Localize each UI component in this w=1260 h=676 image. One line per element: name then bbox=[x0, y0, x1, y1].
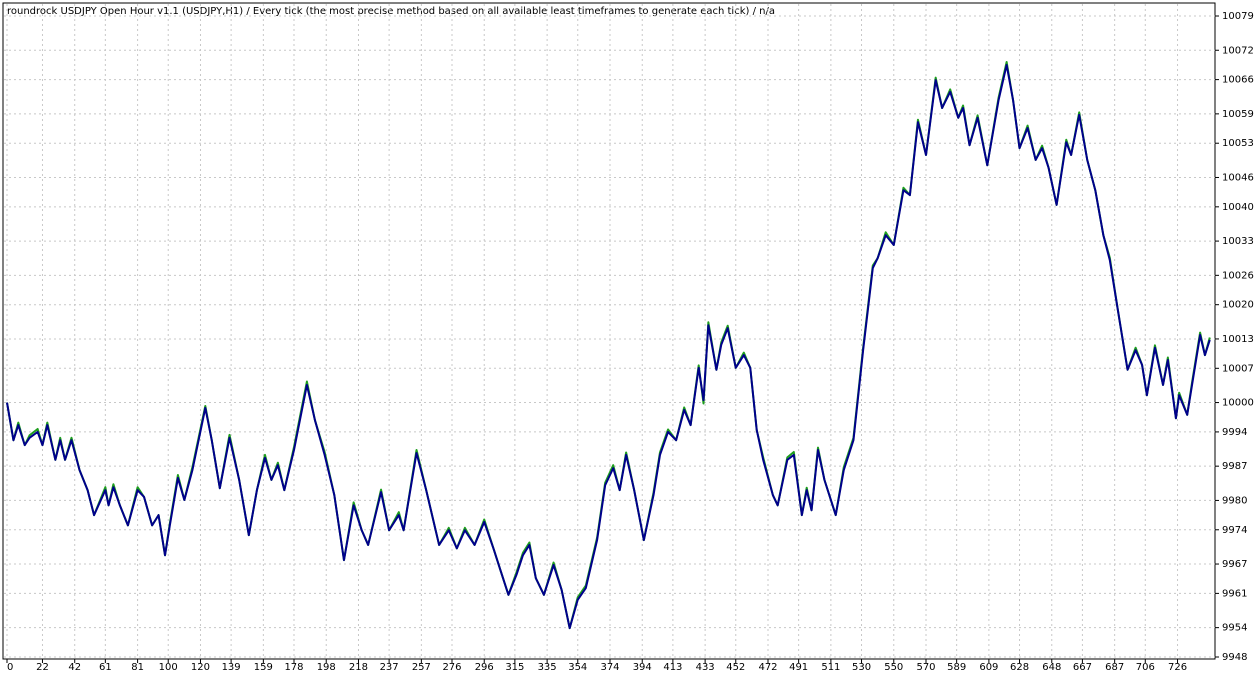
x-tick-label: 491 bbox=[789, 662, 808, 673]
x-tick-label: 315 bbox=[505, 662, 524, 673]
x-tick-label: 257 bbox=[412, 662, 431, 673]
x-tick-label: 159 bbox=[254, 662, 273, 673]
x-tick-label: 452 bbox=[726, 662, 745, 673]
y-tick-label: 10059 bbox=[1222, 109, 1254, 120]
x-tick-label: 726 bbox=[1168, 662, 1187, 673]
y-tick-label: 9994 bbox=[1222, 427, 1247, 438]
y-tick-label: 10040 bbox=[1222, 202, 1254, 213]
y-tick-label: 9954 bbox=[1222, 623, 1247, 634]
x-tick-label: 22 bbox=[36, 662, 49, 673]
y-tick-label: 10007 bbox=[1222, 363, 1254, 374]
y-tick-label: 9948 bbox=[1222, 652, 1247, 663]
y-tick-label: 10000 bbox=[1222, 398, 1254, 409]
x-tick-label: 42 bbox=[68, 662, 81, 673]
y-tick-label: 9967 bbox=[1222, 559, 1247, 570]
x-tick-label: 120 bbox=[191, 662, 210, 673]
x-tick-label: 530 bbox=[852, 662, 871, 673]
x-tick-label: 472 bbox=[758, 662, 777, 673]
x-tick-label: 511 bbox=[821, 662, 840, 673]
y-tick-label: 10046 bbox=[1222, 172, 1254, 183]
y-tick-label: 10072 bbox=[1222, 45, 1254, 56]
chart-title: roundrock USDJPY Open Hour v1.1 (USDJPY,… bbox=[7, 6, 775, 17]
x-tick-label: 0 bbox=[7, 662, 13, 673]
x-tick-label: 589 bbox=[947, 662, 966, 673]
x-tick-label: 218 bbox=[349, 662, 368, 673]
x-tick-label: 100 bbox=[159, 662, 178, 673]
y-tick-label: 9980 bbox=[1222, 495, 1247, 506]
y-tick-label: 10026 bbox=[1222, 270, 1254, 281]
x-tick-label: 687 bbox=[1105, 662, 1124, 673]
x-tick-label: 433 bbox=[696, 662, 715, 673]
x-tick-label: 178 bbox=[284, 662, 303, 673]
x-tick-label: 335 bbox=[538, 662, 557, 673]
x-tick-label: 139 bbox=[222, 662, 241, 673]
y-tick-label: 9961 bbox=[1222, 588, 1247, 599]
x-tick-label: 609 bbox=[979, 662, 998, 673]
x-tick-label: 61 bbox=[99, 662, 112, 673]
y-tick-label: 10053 bbox=[1222, 138, 1254, 149]
x-tick-label: 628 bbox=[1010, 662, 1029, 673]
y-tick-label: 10033 bbox=[1222, 236, 1254, 247]
x-tick-label: 276 bbox=[442, 662, 461, 673]
x-tick-label: 648 bbox=[1042, 662, 1061, 673]
x-tick-label: 374 bbox=[600, 662, 619, 673]
x-tick-label: 667 bbox=[1073, 662, 1092, 673]
series-line bbox=[6, 63, 1211, 630]
x-tick-label: 570 bbox=[916, 662, 935, 673]
x-tick-label: 550 bbox=[884, 662, 903, 673]
x-tick-label: 296 bbox=[475, 662, 494, 673]
x-tick-label: 413 bbox=[663, 662, 682, 673]
x-tick-label: 81 bbox=[131, 662, 144, 673]
y-tick-label: 10079 bbox=[1222, 11, 1254, 22]
y-tick-label: 9987 bbox=[1222, 461, 1247, 472]
y-tick-label: 10020 bbox=[1222, 300, 1254, 311]
x-tick-label: 706 bbox=[1136, 662, 1155, 673]
x-tick-label: 394 bbox=[633, 662, 652, 673]
x-tick-label: 237 bbox=[380, 662, 399, 673]
y-tick-label: 10013 bbox=[1222, 334, 1254, 345]
y-tick-label: 10066 bbox=[1222, 75, 1254, 86]
y-tick-label: 9974 bbox=[1222, 525, 1247, 536]
x-tick-label: 354 bbox=[568, 662, 587, 673]
plot-frame bbox=[2, 2, 1216, 660]
x-tick-label: 198 bbox=[317, 662, 336, 673]
